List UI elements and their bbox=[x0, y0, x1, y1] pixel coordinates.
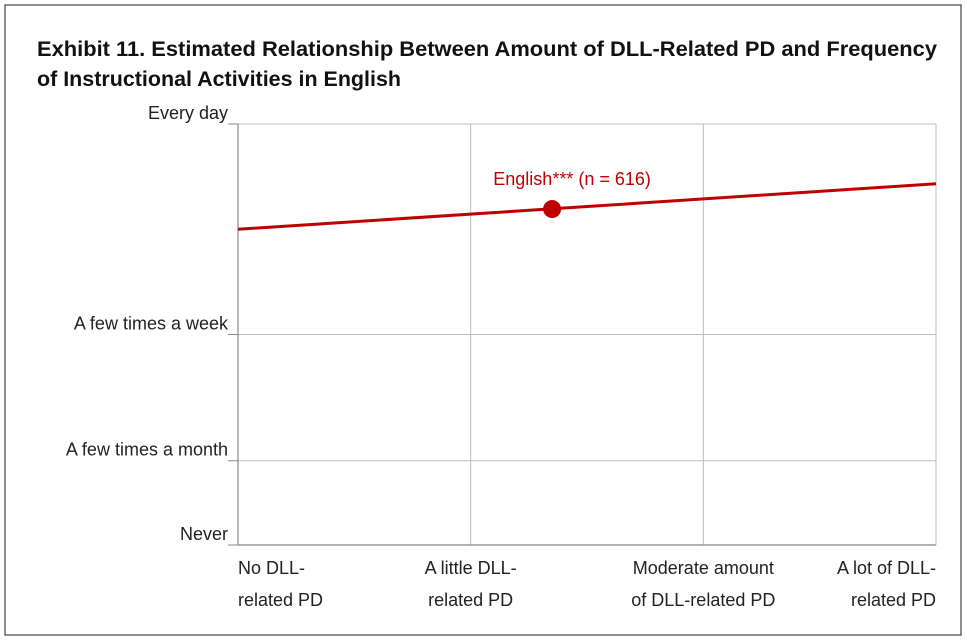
chart-title: Exhibit 11. Estimated Relationship Betwe… bbox=[37, 38, 937, 91]
y-tick-label: A few times a week bbox=[74, 313, 229, 333]
y-tick-label: Never bbox=[180, 524, 228, 544]
point bbox=[543, 200, 562, 219]
y-tick-label: A few times a month bbox=[66, 440, 228, 460]
x-tick-label: A lot of DLL-related PD bbox=[837, 558, 936, 610]
series-label: English*** (n = 616) bbox=[493, 169, 651, 189]
series-line bbox=[237, 182, 937, 231]
y-tick-label: Every day bbox=[148, 103, 228, 123]
x-tick-label: A little DLL-related PD bbox=[425, 558, 517, 610]
x-tick-label: Moderate amount of DLL-related PD bbox=[631, 558, 775, 610]
x-tick-label: No DLL-related PD bbox=[238, 558, 323, 610]
frame bbox=[4, 4, 962, 636]
